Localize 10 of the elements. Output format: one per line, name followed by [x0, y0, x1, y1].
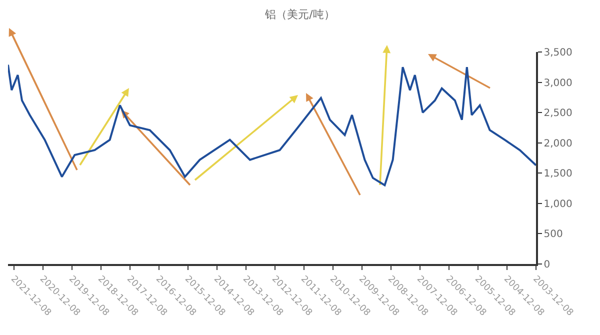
y-tick-label: 0 [544, 260, 550, 270]
y-tick-label: 1,500 [544, 168, 572, 180]
chart-title: 铝（美元/吨） [264, 8, 335, 21]
y-tick-label: 3,500 [544, 48, 572, 58]
y-tick-label: 1,000 [544, 198, 572, 210]
y-tick-label: 2,000 [544, 138, 572, 150]
y-tick-label: 500 [544, 229, 563, 240]
y-tick-label: 3,000 [544, 78, 572, 89]
y-tick-label: 2,500 [544, 108, 572, 120]
line-series [8, 64, 536, 186]
